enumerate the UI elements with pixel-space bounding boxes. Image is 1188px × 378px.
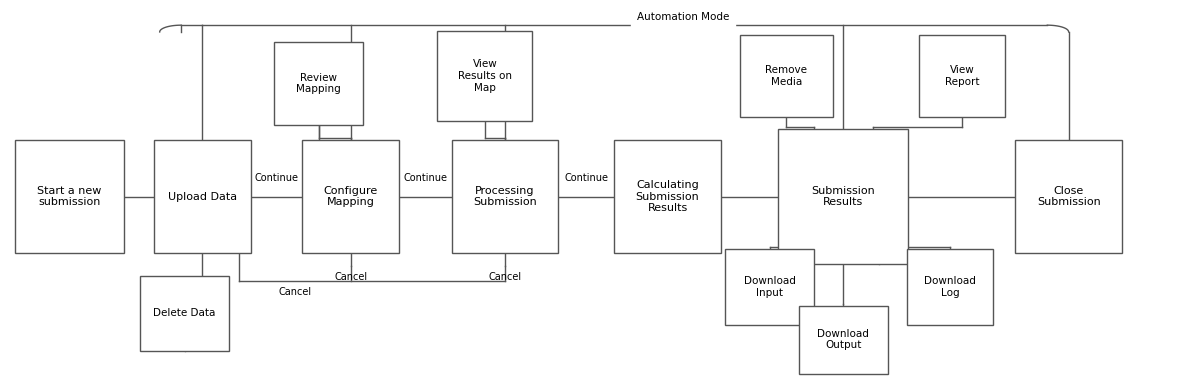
- Text: Close
Submission: Close Submission: [1037, 186, 1100, 207]
- Text: Upload Data: Upload Data: [168, 192, 236, 201]
- Text: Continue: Continue: [254, 174, 298, 183]
- Text: Configure
Mapping: Configure Mapping: [323, 186, 378, 207]
- Text: Cancel: Cancel: [334, 272, 367, 282]
- Text: Automation Mode: Automation Mode: [637, 12, 729, 22]
- FancyBboxPatch shape: [15, 140, 124, 253]
- Text: Download
Log: Download Log: [924, 276, 975, 298]
- Text: Processing
Submission: Processing Submission: [473, 186, 537, 207]
- Text: Start a new
submission: Start a new submission: [37, 186, 102, 207]
- FancyBboxPatch shape: [274, 42, 364, 125]
- FancyBboxPatch shape: [302, 140, 399, 253]
- Text: Remove
Media: Remove Media: [765, 65, 807, 87]
- Text: Delete Data: Delete Data: [153, 308, 216, 318]
- Text: View
Results on
Map: View Results on Map: [457, 59, 512, 93]
- Text: Download
Input: Download Input: [744, 276, 796, 298]
- FancyBboxPatch shape: [740, 35, 833, 118]
- FancyBboxPatch shape: [1016, 140, 1121, 253]
- FancyBboxPatch shape: [153, 140, 251, 253]
- Text: Download
Output: Download Output: [817, 329, 870, 350]
- FancyBboxPatch shape: [798, 306, 887, 373]
- Text: Cancel: Cancel: [488, 272, 522, 282]
- Text: View
Report: View Report: [944, 65, 979, 87]
- Text: Calculating
Submission
Results: Calculating Submission Results: [636, 180, 700, 213]
- Text: Submission
Results: Submission Results: [811, 186, 876, 207]
- FancyBboxPatch shape: [451, 140, 558, 253]
- FancyBboxPatch shape: [725, 249, 814, 325]
- Text: Review
Mapping: Review Mapping: [296, 73, 341, 94]
- Text: Continue: Continue: [404, 174, 448, 183]
- FancyBboxPatch shape: [437, 31, 532, 121]
- FancyBboxPatch shape: [140, 276, 229, 351]
- FancyBboxPatch shape: [920, 35, 1005, 118]
- FancyBboxPatch shape: [614, 140, 721, 253]
- FancyBboxPatch shape: [908, 249, 993, 325]
- Text: Continue: Continue: [564, 174, 608, 183]
- FancyBboxPatch shape: [778, 129, 909, 264]
- Text: Cancel: Cancel: [278, 287, 311, 297]
